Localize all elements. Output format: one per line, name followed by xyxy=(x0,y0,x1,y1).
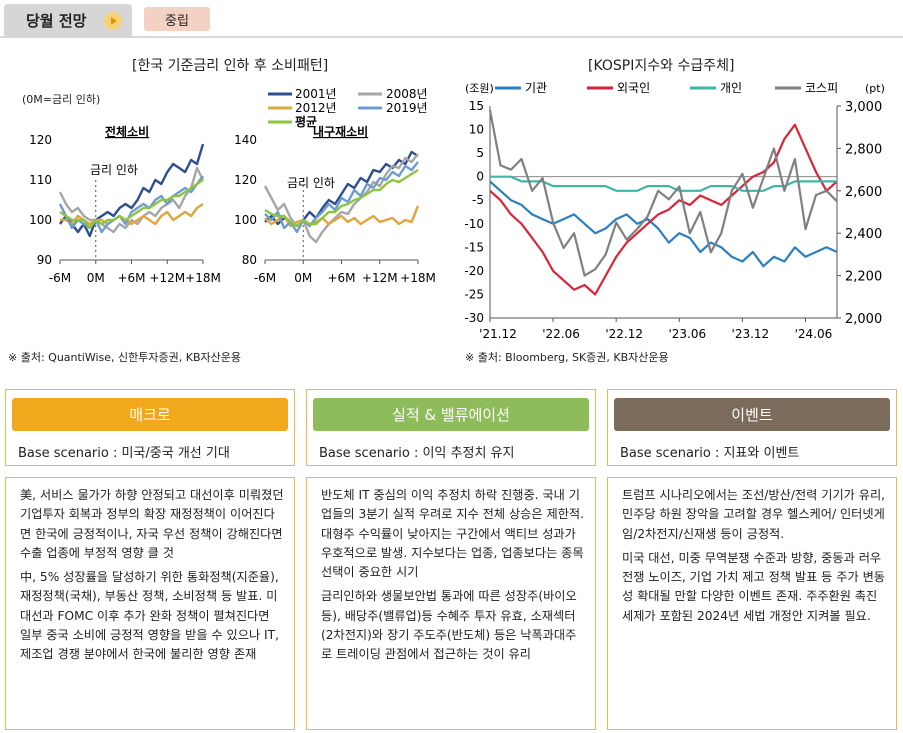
x-tick-label: +6M xyxy=(117,271,145,285)
badge-label: 중립 xyxy=(165,13,189,29)
x-tick-label: 0M xyxy=(87,271,105,285)
x-tick-label: '24.06 xyxy=(795,327,833,341)
tab-title: 당월 전망 xyxy=(26,11,87,30)
legend-label-avg: 평균 xyxy=(295,115,317,129)
card-macro-head: 매크로 Base scenario : 미국/중국 개선 기대 xyxy=(5,389,295,466)
y-tick-label: 100 xyxy=(234,213,257,227)
series-line-2008년 xyxy=(58,166,205,234)
y-tick-label: 110 xyxy=(29,173,52,187)
right-unit: (pt) xyxy=(865,82,885,95)
y2-tick-label: 2,800 xyxy=(845,142,882,157)
series-line-개인 xyxy=(490,175,837,192)
x-tick-label: +12M xyxy=(149,271,185,285)
x-tick-label: +12M xyxy=(362,271,398,285)
y-tick-label: 5 xyxy=(476,146,484,160)
legend-label-개인: 개인 xyxy=(720,81,742,95)
x-tick-label: +18M xyxy=(400,271,436,285)
x-tick-label: -6M xyxy=(254,271,276,285)
rate-cut-annotation: 금리 인하 xyxy=(287,176,335,190)
card-macro-title: 매크로 xyxy=(12,398,288,431)
card-earnings-head: 실적 & 밸류에이션 Base scenario : 이익 추정치 유지 xyxy=(306,389,596,466)
card-macro-scenario: Base scenario : 미국/중국 개선 기대 xyxy=(18,446,230,461)
card-events-paragraph: 미국 대선, 미중 무역분쟁 수준과 방향, 중동과 러우 전쟁 노이즈, 기업… xyxy=(622,550,885,623)
rate-cut-annotation: 금리 인하 xyxy=(90,163,138,177)
card-macro-paragraph: 中, 5% 성장률을 달성하기 위한 통화정책(지준율), 재정정책(국채), … xyxy=(20,570,279,662)
series-line-코스피 xyxy=(488,109,838,277)
x-tick-label: -6M xyxy=(49,271,71,285)
y-tick-label: 100 xyxy=(29,213,52,227)
series-line-외국인 xyxy=(489,123,838,296)
y2-tick-label: 2,000 xyxy=(845,312,882,327)
x-tick-label: +18M xyxy=(185,271,220,285)
y-tick-label: 120 xyxy=(234,173,257,187)
legend-label-2001: 2001년 xyxy=(295,87,337,101)
header-bar: 당월 전망 중립 xyxy=(0,0,903,38)
x-tick-label: '21.12 xyxy=(479,327,517,341)
y-tick-label: -25 xyxy=(464,287,484,301)
x-tick-label: 0M xyxy=(294,271,312,285)
y-tick-label: 80 xyxy=(242,253,257,267)
y2-tick-label: 2,200 xyxy=(845,270,882,285)
card-events-head: 이벤트 Base scenario : 지표와 이벤트 xyxy=(607,389,897,466)
header-divider xyxy=(0,36,903,38)
left-unit: (조원) xyxy=(465,82,494,95)
series-line-평균 xyxy=(264,168,419,228)
legend-label-2019: 2019년 xyxy=(386,101,428,115)
y2-tick-label: 2,600 xyxy=(845,185,882,200)
chart-kospi-flows: (조원) (pt) -30 -25 -20 -15 -10 -5 0 5 10 15 2,000 2,20… xyxy=(464,81,885,341)
left-source-note: ※ 출처: QuantiWise, 신한투자증권, KB자산운용 xyxy=(8,351,242,364)
card-events-scenario: Base scenario : 지표와 이벤트 xyxy=(620,446,800,461)
y-tick-label: -5 xyxy=(472,193,484,207)
y-tick-label: 15 xyxy=(469,99,484,113)
outlook-badge: 중립 xyxy=(144,7,210,31)
card-events-paragraph: 트럼프 시나리오에서는 조선/방산/전력 기기가 유리, 민주당 하원 장악을 … xyxy=(622,488,886,541)
play-icon xyxy=(104,12,122,30)
right-source-note: ※ 출처: Bloomberg, SK증권, KB자산운용 xyxy=(465,351,669,364)
x-tick-label: +6M xyxy=(327,271,355,285)
y-tick-label: -10 xyxy=(464,217,484,231)
x-tick-label: '23.06 xyxy=(668,327,706,341)
x-tick-label: '22.06 xyxy=(542,327,580,341)
card-earnings-paragraph: 반도체 IT 중심의 이익 추정치 하락 진행중. 국내 기업들의 3분기 실적… xyxy=(321,488,584,580)
x-tick-label: '23.12 xyxy=(732,327,770,341)
y-tick-label: 0 xyxy=(476,170,484,184)
legend-label-코스피: 코스피 xyxy=(805,81,838,95)
left-chart-title: [한국 기준금리 인하 후 소비패턴] xyxy=(132,58,329,74)
y2-tick-label: 2,400 xyxy=(845,227,882,242)
right-chart-title: [KOSPI지수와 수급주체] xyxy=(588,58,735,74)
legend-label-2008: 2008년 xyxy=(386,87,428,101)
card-macro-paragraph: 美, 서비스 물가가 하향 안정되고 대선이후 미뤄졌던 기업투자 회복과 정부… xyxy=(20,488,284,560)
legend-label-2012: 2012년 xyxy=(295,101,337,115)
card-earnings-paragraph: 금리인하와 생물보안법 통과에 따른 성장주(바이오 등), 배당주(밸류업)등… xyxy=(321,589,577,662)
y-tick-label: 10 xyxy=(469,123,484,137)
series-line-2012년 xyxy=(264,205,420,228)
card-events-title: 이벤트 xyxy=(614,398,890,431)
card-earnings-title: 실적 & 밸류에이션 xyxy=(313,398,589,431)
series-line-2019년 xyxy=(58,175,204,234)
legend-label-기관: 기관 xyxy=(525,81,547,95)
card-earnings-scenario: Base scenario : 이익 추정치 유지 xyxy=(319,446,515,461)
y-tick-label: -30 xyxy=(464,311,484,325)
y-tick-label: 90 xyxy=(37,253,52,267)
card-events-body: 트럼프 시나리오에서는 조선/방산/전력 기기가 유리, 민주당 하원 장악을 … xyxy=(607,477,897,730)
x-tick-label: '22.12 xyxy=(605,327,643,341)
left-unit-note: (0M=금리 인하) xyxy=(22,93,101,106)
series-line-평균 xyxy=(59,179,204,230)
card-earnings-body: 반도체 IT 중심의 이익 추정치 하락 진행중. 국내 기업들의 3분기 실적… xyxy=(306,477,596,730)
panel-title: 전체소비 xyxy=(105,124,149,139)
tab-monthly-outlook[interactable]: 당월 전망 xyxy=(4,4,132,36)
y2-tick-label: 3,000 xyxy=(845,100,882,115)
series-line-2008년 xyxy=(263,153,419,244)
panel-title: 내구재소비 xyxy=(313,124,368,139)
series-line-기관 xyxy=(489,180,838,268)
legend-label-외국인: 외국인 xyxy=(617,81,650,95)
y-tick-label: -20 xyxy=(464,264,484,278)
y-tick-label: -15 xyxy=(464,240,484,254)
left-legend: 2001년 2008년 2012년 2019년 평균 xyxy=(268,87,428,129)
y-tick-label: 120 xyxy=(29,133,52,147)
card-macro-body: 美, 서비스 물가가 하향 안정되고 대선이후 미뤄졌던 기업투자 회복과 정부… xyxy=(5,477,295,730)
y-tick-label: 140 xyxy=(234,133,257,147)
